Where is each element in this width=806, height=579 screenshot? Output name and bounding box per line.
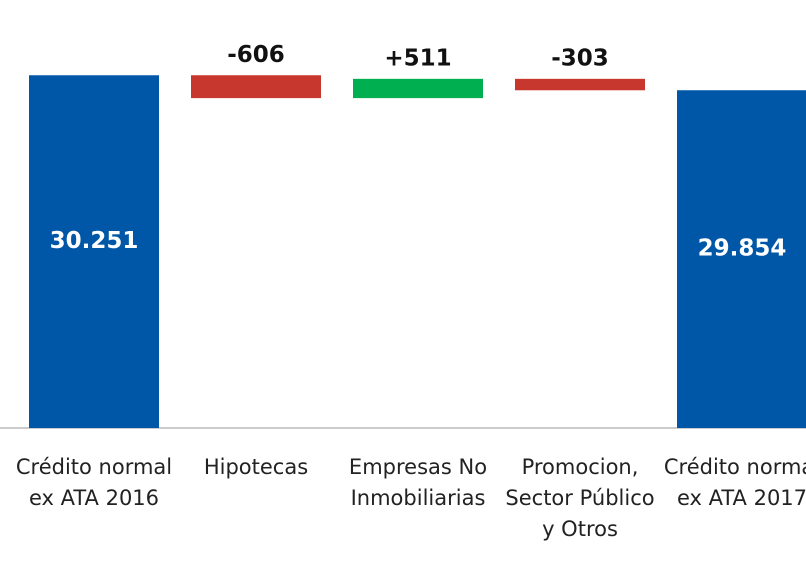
value-label: +511 [384, 45, 451, 71]
bar [353, 78, 483, 99]
x-tick-label: Crédito normal ex ATA 2017 [663, 455, 806, 510]
bar [677, 90, 806, 429]
x-tick-label: Promocion, Sector Público y Otros [505, 455, 655, 541]
bar [29, 75, 159, 428]
value-label: 29.854 [698, 236, 787, 262]
value-label: -303 [551, 45, 609, 71]
bar [191, 75, 321, 99]
value-label: 30.251 [50, 228, 139, 254]
x-tick-label: Hipotecas [203, 455, 309, 479]
x-tick-label: Empresas No Inmobiliarias [348, 455, 488, 510]
x-tick-label: Crédito normal ex ATA 2016 [15, 455, 173, 510]
value-label: -606 [227, 42, 285, 68]
bar [515, 78, 645, 91]
